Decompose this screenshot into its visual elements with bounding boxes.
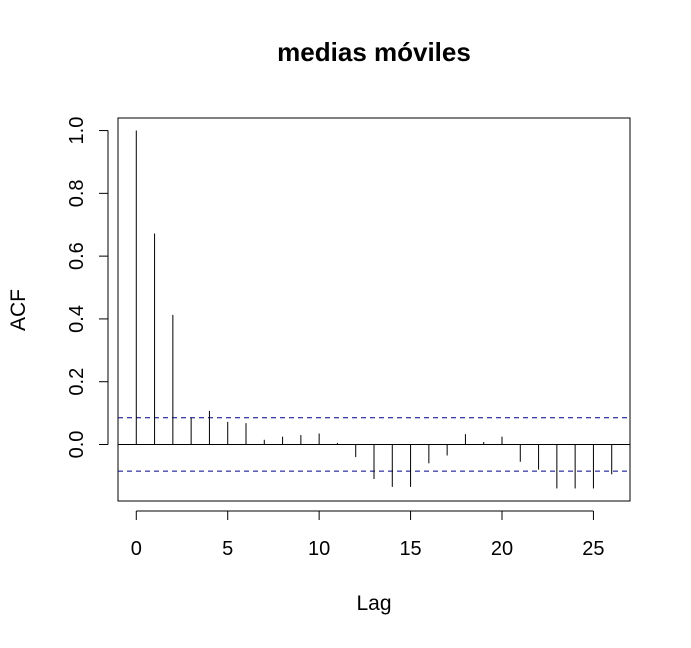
x-tick-label: 10 xyxy=(308,538,330,560)
x-tick-label: 25 xyxy=(582,538,604,560)
x-axis: 0 5 10 15 20 25 xyxy=(131,510,605,560)
y-tick-label: 0.6 xyxy=(66,242,88,270)
x-tick-label: 15 xyxy=(399,538,421,560)
plot-frame xyxy=(117,117,631,502)
y-axis-label: ACF xyxy=(7,289,30,331)
y-axis: 0.0 0.2 0.4 0.6 0.8 1.0 xyxy=(66,117,109,459)
y-tick-label: 1.0 xyxy=(66,117,88,145)
y-tick-label: 0.8 xyxy=(66,179,88,207)
y-tick-label: 0.2 xyxy=(66,368,88,396)
x-tick-label: 20 xyxy=(491,538,513,560)
x-tick-label: 0 xyxy=(131,538,142,560)
chart-title: medias móviles xyxy=(277,37,471,67)
x-tick-label: 5 xyxy=(222,538,233,560)
y-tick-label: 0.0 xyxy=(66,431,88,459)
x-axis-label: Lag xyxy=(356,592,391,615)
y-tick-label: 0.4 xyxy=(66,305,88,333)
acf-bars xyxy=(135,130,613,489)
